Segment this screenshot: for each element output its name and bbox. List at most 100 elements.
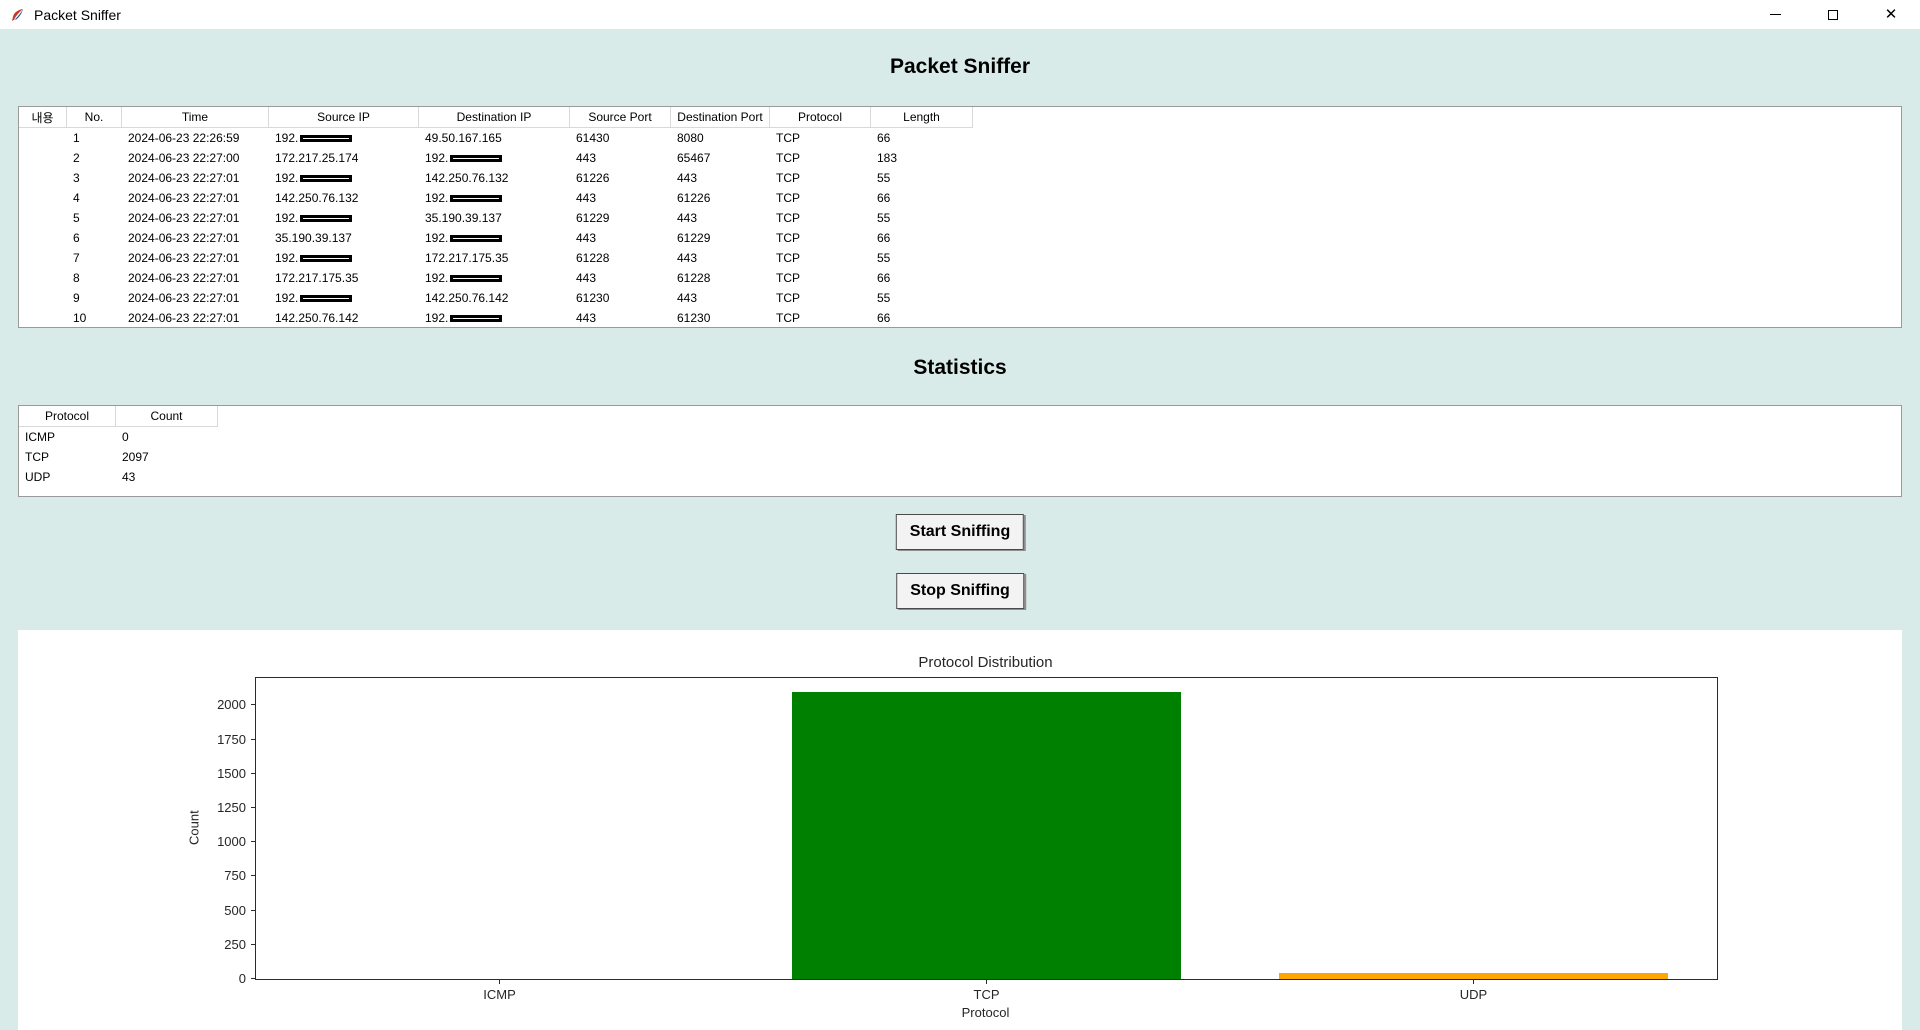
- column-header[interactable]: 내용: [19, 107, 67, 128]
- minimize-button[interactable]: [1746, 0, 1804, 29]
- dst-port-cell: 61226: [677, 191, 711, 205]
- ip-text: 192.: [425, 191, 449, 205]
- no-cell: 6: [73, 231, 80, 245]
- tree-cell: [19, 248, 67, 268]
- column-header[interactable]: Destination Port: [671, 107, 770, 128]
- maximize-button[interactable]: [1804, 0, 1862, 29]
- y-axis-label: Count: [186, 810, 202, 846]
- table-row[interactable]: 4 2024-06-23 22:27:01 142.250.76.132 192. 44…: [19, 188, 1901, 208]
- src-port-cell: 443: [576, 271, 597, 285]
- no-cell: 5: [73, 211, 80, 225]
- protocol-cell: TCP: [776, 311, 800, 325]
- tree-cell: [19, 128, 67, 148]
- tree-cell: [19, 208, 67, 228]
- dst-port-cell: 443: [677, 211, 698, 225]
- table-row[interactable]: 1 2024-06-23 22:26:59 192. 49.50.167.165 614…: [19, 128, 1901, 148]
- dst-port-cell: 61229: [677, 231, 711, 245]
- ip-text: 192.: [425, 151, 449, 165]
- protocol-cell: TCP: [776, 131, 800, 145]
- ip-cell: 192.: [269, 248, 419, 268]
- column-header[interactable]: Protocol: [770, 107, 871, 128]
- tree-cell: [19, 168, 67, 188]
- column-header[interactable]: Source IP: [269, 107, 419, 128]
- ip-cell: 192.: [269, 168, 419, 188]
- protocol-cell: TCP: [776, 271, 800, 285]
- window-controls: ✕: [1746, 0, 1920, 29]
- redaction-box: [450, 234, 503, 242]
- y-tick-label: 2000: [217, 697, 246, 713]
- stats-table-body: ICMP 0 TCP 2097 UDP 43: [19, 427, 1901, 487]
- ip-cell: 35.190.39.137: [269, 228, 419, 248]
- time-cell: 2024-06-23 22:27:01: [128, 171, 240, 185]
- dst-port-cell: 65467: [677, 151, 711, 165]
- y-tick-label: 500: [224, 902, 246, 918]
- no-cell: 9: [73, 291, 80, 305]
- tree-cell: [19, 288, 67, 308]
- y-tick-label: 1250: [217, 799, 246, 815]
- ip-cell: 192.: [419, 308, 570, 327]
- ip-text: 192.: [425, 231, 449, 245]
- no-cell: 8: [73, 271, 80, 285]
- table-row[interactable]: 8 2024-06-23 22:27:01 172.217.175.35 192. 44…: [19, 268, 1901, 288]
- redaction-box: [300, 254, 353, 262]
- close-button[interactable]: ✕: [1862, 0, 1920, 29]
- dst-port-cell: 443: [677, 251, 698, 265]
- column-header[interactable]: Count: [116, 406, 218, 427]
- x-tick-mark: [499, 979, 500, 984]
- y-tick-mark: [251, 738, 256, 740]
- window-title: Packet Sniffer: [34, 6, 121, 23]
- table-row[interactable]: 6 2024-06-23 22:27:01 35.190.39.137 192. 443…: [19, 228, 1901, 248]
- src-port-cell: 443: [576, 311, 597, 325]
- tree-cell: [19, 308, 67, 327]
- ip-text: 172.217.25.174: [275, 151, 359, 165]
- table-row[interactable]: 2 2024-06-23 22:27:00 172.217.25.174 192. 44…: [19, 148, 1901, 168]
- column-header[interactable]: Destination IP: [419, 107, 570, 128]
- protocol-cell: TCP: [776, 291, 800, 305]
- count-cell: 0: [122, 430, 129, 444]
- table-row[interactable]: 5 2024-06-23 22:27:01 192. 35.190.39.137 612…: [19, 208, 1901, 228]
- table-row[interactable]: 9 2024-06-23 22:27:01 192. 142.250.76.142 61…: [19, 288, 1901, 308]
- ip-text: 192.: [275, 171, 299, 185]
- redaction-box: [450, 274, 503, 282]
- y-tick-mark: [251, 909, 256, 911]
- length-cell: 66: [877, 131, 891, 145]
- ip-text: 142.250.76.132: [275, 191, 359, 205]
- column-header[interactable]: No.: [67, 107, 122, 128]
- stats-table-header: Protocol Count: [19, 406, 1901, 427]
- ip-text: 35.190.39.137: [275, 231, 352, 245]
- y-tick-label: 1000: [217, 834, 246, 850]
- y-tick-label: 750: [224, 868, 246, 884]
- ip-cell: 192.: [269, 288, 419, 308]
- y-tick-mark: [251, 875, 256, 877]
- src-port-cell: 61226: [576, 171, 610, 185]
- protocol-cell: TCP: [776, 171, 800, 185]
- src-port-cell: 61430: [576, 131, 610, 145]
- bar-tcp: [791, 692, 1182, 979]
- y-tick-mark: [251, 978, 256, 979]
- tree-cell: [19, 148, 67, 168]
- dst-port-cell: 443: [677, 171, 698, 185]
- chart-title: Protocol Distribution: [918, 654, 1053, 671]
- dst-port-cell: 8080: [677, 131, 704, 145]
- stop-sniffing-button[interactable]: Stop Sniffing: [896, 573, 1024, 609]
- table-row[interactable]: UDP 43: [19, 467, 1901, 487]
- column-header[interactable]: Source Port: [570, 107, 671, 128]
- table-row[interactable]: 7 2024-06-23 22:27:01 192. 172.217.175.35 61…: [19, 248, 1901, 268]
- plot-area: 0 250 500 750 1000 1250 1500 1750 2000 ICMP TCP UDP: [217, 677, 1718, 1002]
- column-header[interactable]: Protocol: [19, 406, 116, 427]
- table-row[interactable]: 3 2024-06-23 22:27:01 192. 142.250.76.132 61…: [19, 168, 1901, 188]
- table-row[interactable]: 10 2024-06-23 22:27:01 142.250.76.142 192. 4…: [19, 308, 1901, 327]
- table-row[interactable]: ICMP 0: [19, 427, 1901, 447]
- x-tick-label: TCP: [973, 987, 1000, 1002]
- ip-cell: 192.: [269, 128, 419, 148]
- no-cell: 4: [73, 191, 80, 205]
- time-cell: 2024-06-23 22:27:01: [128, 291, 240, 305]
- maximize-icon: [1828, 9, 1838, 20]
- no-cell: 7: [73, 251, 80, 265]
- column-header[interactable]: Time: [122, 107, 269, 128]
- y-tick-mark: [251, 806, 256, 808]
- table-row[interactable]: TCP 2097: [19, 447, 1901, 467]
- column-header[interactable]: Length: [871, 107, 973, 128]
- start-sniffing-button[interactable]: Start Sniffing: [895, 514, 1025, 550]
- length-cell: 55: [877, 171, 891, 185]
